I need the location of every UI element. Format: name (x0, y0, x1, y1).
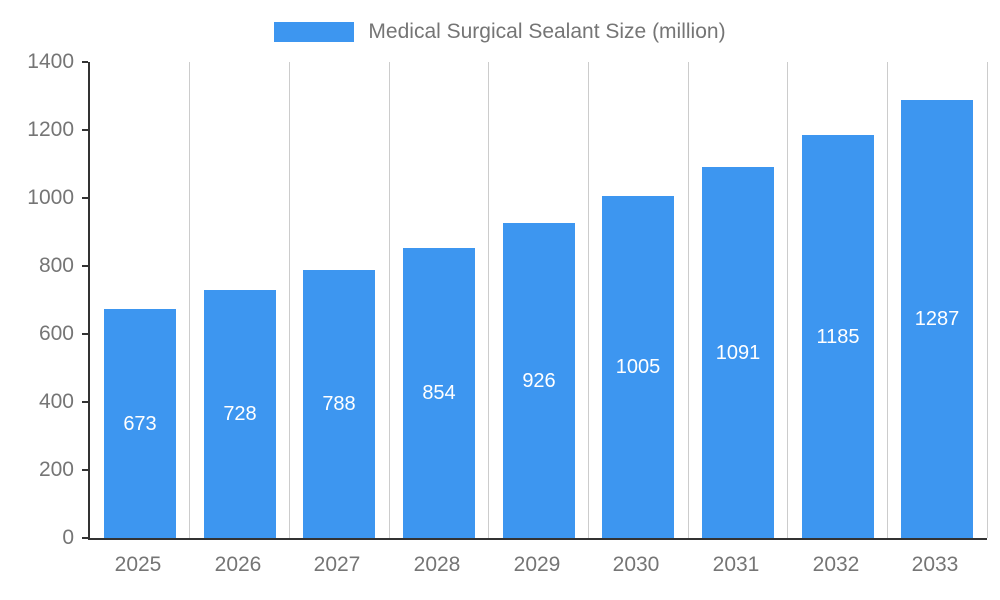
bar-2029[interactable]: 926 (503, 223, 575, 538)
bar-value-label: 728 (223, 403, 257, 425)
gridline (388, 62, 390, 538)
y-tick-label: 1000 (27, 186, 74, 209)
bar-2027[interactable]: 788 (303, 270, 375, 538)
bar-2026[interactable]: 728 (204, 290, 276, 538)
y-tick-mark (82, 61, 88, 63)
x-tick-label: 2031 (712, 553, 760, 576)
gridline (687, 62, 689, 538)
bar-2032[interactable]: 1185 (802, 135, 874, 538)
gridline (189, 62, 191, 538)
y-tick-mark (82, 401, 88, 403)
bar-value-label: 1185 (816, 325, 860, 348)
bar-value-label: 673 (123, 412, 157, 435)
y-tick-mark (82, 129, 88, 131)
y-tick-label: 400 (38, 390, 74, 413)
legend-label: Medical Surgical Sealant Size (million) (368, 20, 726, 43)
bar-value-label: 1287 (914, 308, 960, 330)
y-tick-mark (82, 537, 88, 539)
x-tick-label: 2029 (513, 553, 561, 576)
gridline (986, 62, 988, 538)
bar-value-label: 1005 (615, 356, 661, 378)
x-tick-label: 2025 (114, 553, 162, 576)
bar-value-label: 854 (422, 382, 456, 404)
y-tick-label: 200 (38, 458, 74, 481)
bar-2030[interactable]: 1005 (602, 196, 674, 538)
x-tick-label: 2027 (313, 553, 361, 576)
bar-2033[interactable]: 1287 (901, 100, 973, 538)
y-tick-mark (82, 469, 88, 471)
plot-area: 673 728 788 854 926 1005 1091 1185 1287 (88, 62, 988, 540)
bar-value-label: 926 (522, 369, 556, 392)
y-tick-mark (82, 265, 88, 267)
gridline (886, 62, 888, 538)
y-tick-mark (82, 197, 88, 199)
gridline (288, 62, 290, 538)
gridline (787, 62, 789, 538)
legend-swatch[interactable] (274, 22, 355, 42)
x-tick-label: 2028 (413, 553, 461, 576)
y-axis: 0 200 400 600 800 1000 1200 1400 (0, 0, 88, 600)
x-axis: 2025 2026 2027 2028 2029 2030 2031 2032 2033 (88, 552, 985, 582)
bar-2025[interactable]: 673 (104, 309, 176, 538)
bar-2028[interactable]: 854 (403, 248, 475, 538)
y-tick-label: 0 (62, 526, 74, 549)
y-tick-label: 1400 (27, 50, 74, 73)
x-tick-label: 2033 (911, 553, 959, 576)
y-tick-mark (82, 333, 88, 335)
bar-value-label: 1091 (715, 341, 761, 364)
x-tick-label: 2026 (214, 553, 262, 576)
legend: Medical Surgical Sealant Size (million) (0, 20, 1000, 44)
x-tick-label: 2032 (812, 553, 860, 576)
bar-2031[interactable]: 1091 (702, 167, 774, 538)
y-tick-label: 600 (38, 322, 74, 345)
gridline (587, 62, 589, 538)
y-tick-label: 1200 (27, 118, 74, 141)
x-tick-label: 2030 (612, 553, 660, 576)
bar-value-label: 788 (322, 393, 356, 415)
gridline (488, 62, 490, 538)
y-tick-label: 800 (38, 254, 74, 277)
